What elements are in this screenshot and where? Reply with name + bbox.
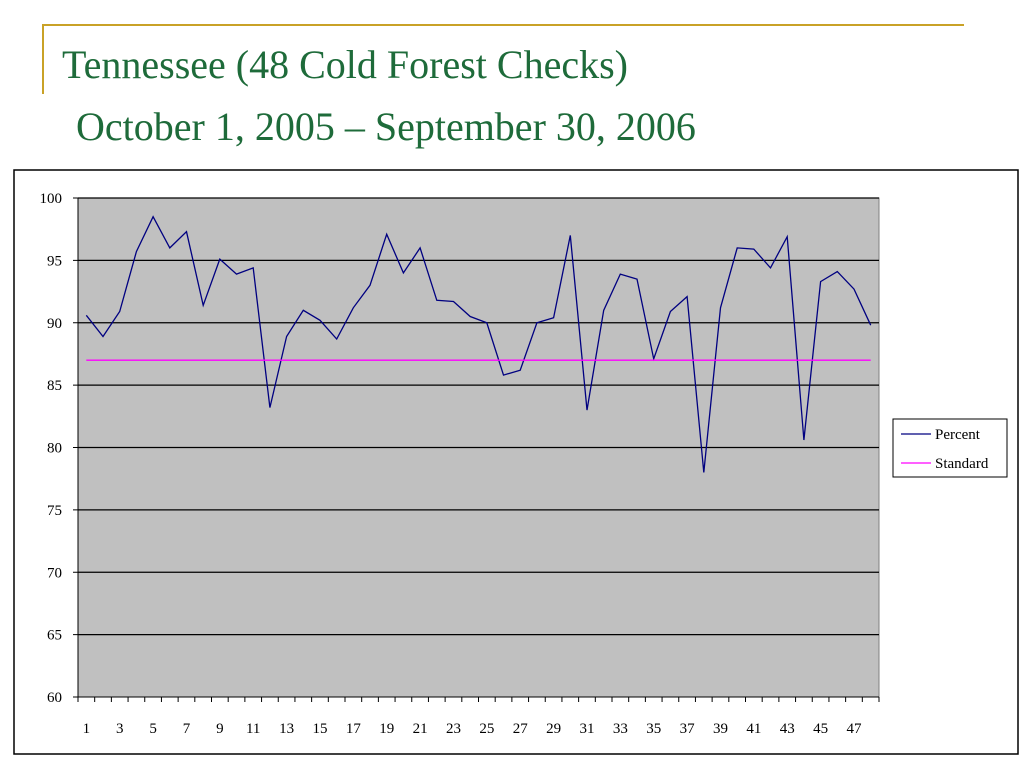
x-tick-label: 15 <box>312 721 327 737</box>
x-tick-label: 39 <box>713 721 728 737</box>
x-tick-label: 21 <box>413 721 428 737</box>
x-tick-label: 11 <box>246 721 260 737</box>
x-tick-label: 3 <box>116 721 124 737</box>
series <box>85 215 872 473</box>
x-tick-label: 43 <box>780 721 795 737</box>
y-tick-label: 60 <box>47 690 62 706</box>
x-tick-label: 37 <box>680 721 696 737</box>
legend-label-percent: Percent <box>935 427 981 443</box>
legend-box <box>892 418 1008 478</box>
x-tick-label: 47 <box>846 721 862 737</box>
x-tick-label: 41 <box>746 721 761 737</box>
slide-subtitle: October 1, 2005 – September 30, 2006 <box>76 104 696 149</box>
x-tick-label: 19 <box>379 721 394 737</box>
slide-title: Tennessee (48 Cold Forest Checks) <box>62 42 628 87</box>
legend-label-standard: Standard <box>935 456 989 472</box>
x-tick-label: 17 <box>346 721 362 737</box>
accent-rule-left <box>42 24 44 94</box>
x-tick-label: 5 <box>149 721 157 737</box>
x-tick-label: 7 <box>183 721 191 737</box>
x-tick-label: 27 <box>513 721 529 737</box>
x-tick-label: 33 <box>613 721 628 737</box>
gridlines <box>78 197 879 636</box>
x-tick-label: 45 <box>813 721 828 737</box>
x-tick-label: 1 <box>83 721 91 737</box>
y-tick-label: 70 <box>47 565 62 581</box>
y-tick-label: 95 <box>47 253 62 269</box>
y-tick-label: 100 <box>40 191 63 207</box>
y-tick-label: 90 <box>47 316 62 332</box>
y-tick-label: 80 <box>47 441 62 457</box>
x-tick-label: 9 <box>216 721 224 737</box>
x-tick-label: 13 <box>279 721 294 737</box>
x-tick-label: 35 <box>646 721 661 737</box>
legend: Percent Standard <box>892 418 1008 478</box>
y-tick-label: 85 <box>47 378 62 394</box>
y-tick-label: 65 <box>47 628 62 644</box>
x-tick-label: 23 <box>446 721 461 737</box>
x-tick-label: 25 <box>479 721 494 737</box>
accent-rule-top <box>42 24 964 26</box>
series-line-percent <box>85 215 872 473</box>
x-tick-label: 31 <box>579 721 594 737</box>
x-tick-label: 29 <box>546 721 561 737</box>
y-tick-label: 75 <box>47 503 62 519</box>
